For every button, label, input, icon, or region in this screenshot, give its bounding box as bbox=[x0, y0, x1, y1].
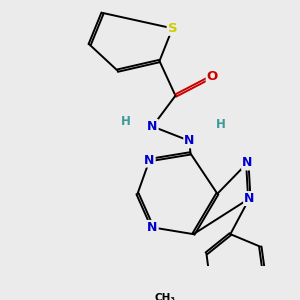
Text: N: N bbox=[147, 221, 158, 234]
Text: N: N bbox=[147, 120, 158, 133]
Text: N: N bbox=[184, 134, 195, 147]
Text: H: H bbox=[121, 115, 130, 128]
Text: O: O bbox=[207, 70, 218, 83]
Text: S: S bbox=[168, 22, 177, 35]
Text: N: N bbox=[244, 192, 254, 205]
Text: CH₃: CH₃ bbox=[155, 292, 176, 300]
Text: N: N bbox=[242, 157, 253, 169]
Text: H: H bbox=[215, 118, 225, 131]
Text: N: N bbox=[144, 154, 155, 166]
